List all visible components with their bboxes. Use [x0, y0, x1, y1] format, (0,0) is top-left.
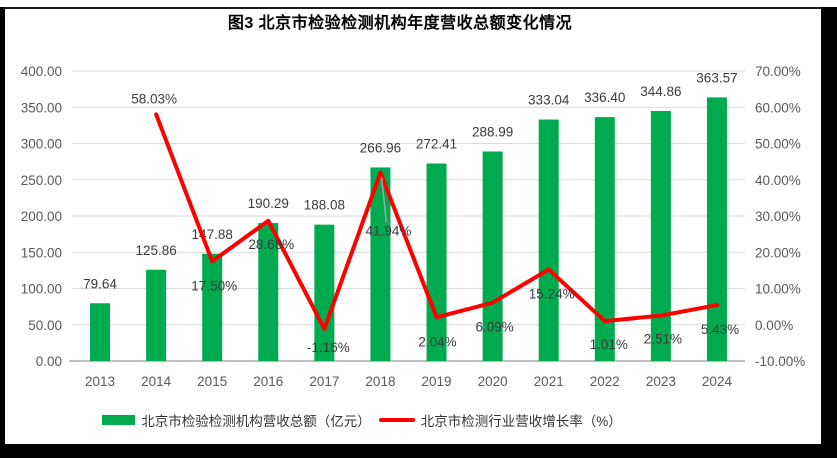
x-axis-label: 2013 — [85, 374, 115, 389]
x-axis-label: 2015 — [197, 374, 227, 389]
left-axis-tick: 350.00 — [21, 100, 62, 115]
bar-value-label: 188.08 — [304, 198, 345, 213]
right-axis-tick: 40.00% — [755, 173, 801, 188]
bar-series-swatch-icon — [102, 415, 136, 425]
legend-label-growth: 北京市检测行业营收增长率（%） — [420, 414, 622, 429]
right-axis-tick: 10.00% — [755, 282, 801, 297]
bar-2020 — [482, 151, 503, 361]
line-value-label: 5.43% — [701, 322, 739, 337]
bar-2014 — [146, 269, 167, 361]
bar-2021 — [538, 119, 559, 362]
bar-2017 — [314, 224, 335, 361]
x-axis-label: 2019 — [422, 374, 452, 389]
left-axis-tick: 0.00 — [36, 354, 62, 369]
x-axis-label: 2023 — [646, 374, 676, 389]
frame-bottom-edge — [0, 444, 837, 458]
x-axis-label: 2018 — [365, 374, 395, 389]
legend-label-revenue: 北京市检验检测机构营收总额（亿元） — [141, 414, 371, 429]
line-value-label: 17.50% — [191, 278, 237, 293]
bar-value-label: 344.86 — [640, 84, 681, 99]
line-series-swatch-icon — [378, 418, 415, 422]
left-axis-tick: 50.00 — [28, 318, 62, 333]
right-axis-tick: 60.00% — [755, 100, 801, 115]
line-value-label: -1.16% — [307, 340, 350, 355]
x-axis-label: 2021 — [534, 374, 564, 389]
bar-2023 — [650, 110, 671, 361]
right-axis-tick: 0.00% — [755, 318, 793, 333]
left-axis-tick: 100.00 — [21, 282, 62, 297]
left-axis-tick: 400.00 — [21, 64, 62, 79]
bar-2019 — [426, 163, 447, 361]
frame-top-line — [0, 7, 837, 9]
bar-value-label: 272.41 — [416, 137, 457, 152]
line-value-label: 15.24% — [529, 287, 575, 302]
x-axis-label: 2024 — [702, 374, 733, 389]
bar-2013 — [90, 303, 111, 361]
right-axis-tick: 20.00% — [755, 245, 801, 260]
bar-value-label: 79.64 — [83, 276, 117, 291]
legend-item-growth: 北京市检测行业营收增长率（%） — [378, 410, 622, 430]
x-axis-label: 2020 — [478, 374, 508, 389]
right-axis-tick: -10.00% — [755, 354, 805, 369]
line-value-label: 6.09% — [475, 320, 513, 335]
bar-2024 — [706, 97, 727, 362]
x-axis-label: 2017 — [309, 374, 339, 389]
right-axis-tick: 70.00% — [755, 64, 801, 79]
bar-2022 — [594, 117, 615, 361]
line-value-label: 1.01% — [590, 337, 628, 352]
x-axis-label: 2016 — [253, 374, 283, 389]
bar-value-label: 125.86 — [135, 243, 176, 258]
x-axis-label: 2014 — [141, 374, 172, 389]
bar-value-label: 363.57 — [696, 70, 737, 85]
line-value-label: 41.94% — [366, 224, 412, 239]
bar-value-label: 336.40 — [584, 90, 625, 105]
left-axis-tick: 300.00 — [21, 137, 62, 152]
left-axis-tick: 150.00 — [21, 245, 62, 260]
left-axis-tick: 200.00 — [21, 209, 62, 224]
left-axis-tick: 250.00 — [21, 173, 62, 188]
bar-2016 — [258, 223, 279, 361]
bar-2015 — [202, 253, 223, 361]
line-value-label: 2.04% — [418, 334, 456, 349]
legend-item-revenue: 北京市检验检测机构营收总额（亿元） — [102, 410, 371, 430]
chart-title: 图3 北京市检验检测机构年度营收总额变化情况 — [227, 15, 573, 32]
legend: 北京市检验检测机构营收总额（亿元） 北京市检测行业营收增长率（%） — [0, 407, 724, 433]
bar-value-label: 190.29 — [248, 196, 289, 211]
label-leader-line — [380, 176, 388, 223]
frame-right-edge — [821, 7, 837, 458]
frame-left-edge — [0, 7, 5, 458]
line-value-label: 2.51% — [644, 332, 682, 347]
line-value-label: 58.03% — [131, 91, 177, 106]
right-axis-tick: 50.00% — [755, 137, 801, 152]
line-value-label: 28.68% — [248, 237, 294, 252]
x-axis-label: 2022 — [590, 374, 620, 389]
bar-value-label: 288.99 — [472, 124, 513, 139]
right-axis-tick: 30.00% — [755, 209, 801, 224]
bar-value-label: 333.04 — [528, 93, 570, 108]
bar-value-label: 266.96 — [360, 140, 401, 155]
growth-line — [154, 112, 719, 331]
